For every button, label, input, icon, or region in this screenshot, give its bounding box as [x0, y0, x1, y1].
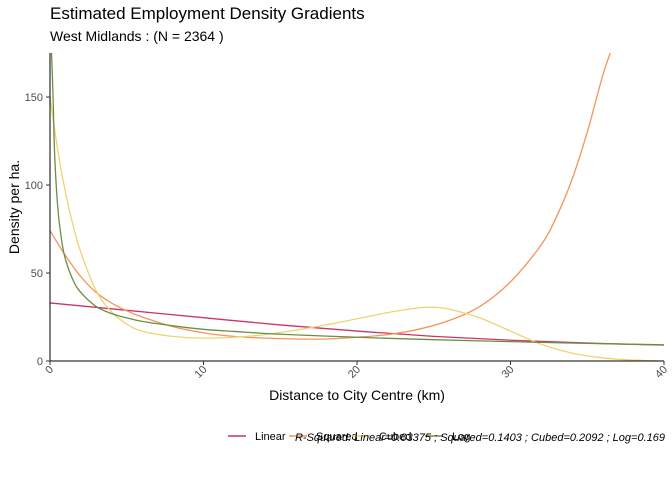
chart-subtitle: West Midlands : (N = 2364 ) — [50, 28, 224, 44]
y-tick-label: 150 — [25, 92, 43, 104]
legend-label-cubed: Cubed — [379, 431, 411, 443]
r-squared-caption: R-Squared: Linear=0.03375 ; Squared=0.14… — [294, 432, 665, 444]
x-tick-label: 10 — [192, 364, 209, 381]
x-tick-label: 0 — [43, 364, 56, 377]
x-tick-label: 20 — [346, 364, 363, 381]
x-tick-label: 30 — [499, 364, 516, 381]
legend-label-linear: Linear — [255, 431, 286, 443]
x-tick-label: 40 — [653, 364, 670, 381]
y-tick-label: 0 — [37, 356, 43, 368]
y-tick-label: 100 — [25, 180, 43, 192]
legend: Linear Squared Cubed Log — [228, 431, 470, 443]
series-line-log — [50, 52, 665, 346]
chart-title: Estimated Employment Density Gradients — [50, 4, 365, 23]
x-axis-title: Distance to City Centre (km) — [269, 387, 445, 403]
y-tick-label: 50 — [31, 268, 43, 280]
series-line-linear — [50, 302, 665, 346]
series-line-squared — [50, 52, 611, 340]
series-line-cubed — [50, 96, 665, 361]
series-lines — [50, 52, 665, 361]
legend-label-log: Log — [452, 431, 470, 443]
y-axis-title: Density per ha. — [6, 160, 22, 254]
legend-label-squared: Squared — [316, 431, 358, 443]
